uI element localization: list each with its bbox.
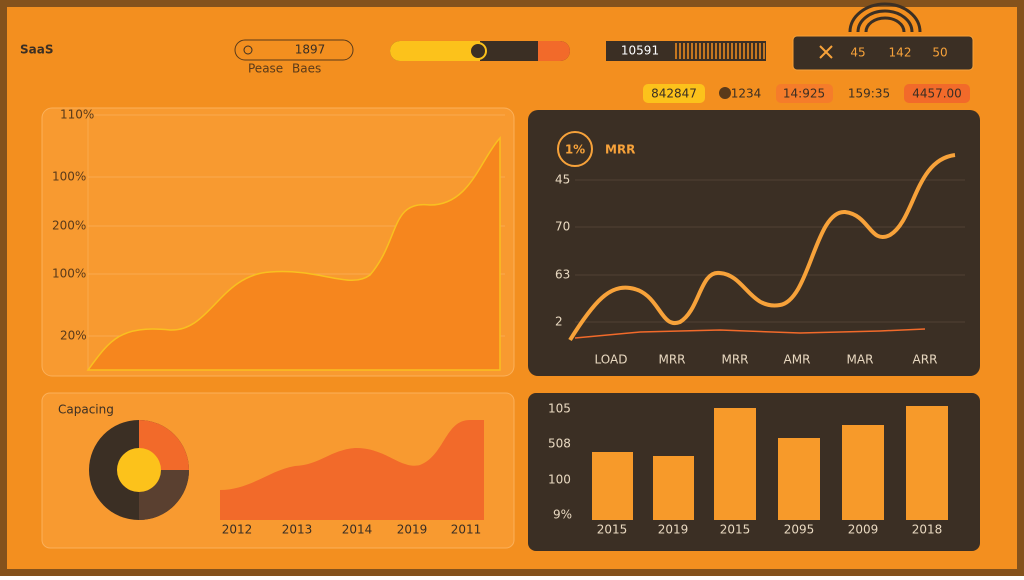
chip-label: 4457.00: [912, 87, 962, 101]
x-labels: 2015 2019 2015 2095 2009 2018: [597, 523, 943, 537]
x-label: 2011: [451, 523, 482, 537]
x-label: 2013: [282, 523, 313, 537]
x-label: 2015: [597, 523, 628, 537]
y-label: 105: [548, 402, 571, 416]
x-label: LOAD: [595, 353, 628, 367]
y-label: 9%: [553, 508, 572, 522]
stat: 142: [889, 46, 912, 60]
capacity-area: [220, 420, 484, 520]
stat: 50: [932, 46, 947, 60]
x-label: MRR: [658, 353, 685, 367]
chip-label: 159:35: [848, 87, 890, 101]
counter-box: [606, 41, 766, 61]
panel-title: MRR: [605, 143, 635, 157]
x-label: 2019: [397, 523, 428, 537]
x-label: 2015: [720, 523, 751, 537]
pill-value: 1897: [295, 43, 326, 57]
counter-value: 10591: [621, 44, 659, 58]
chip-dot: [719, 87, 731, 99]
chip[interactable]: [904, 84, 970, 103]
counter-stripes: [675, 43, 765, 59]
stats-box: [792, 35, 974, 71]
y-label: 100: [548, 473, 571, 487]
badge-text: 1%: [565, 143, 585, 157]
pill[interactable]: [234, 39, 354, 61]
chip-label: 14:925: [783, 87, 825, 101]
y-label: 100%: [52, 267, 86, 281]
chip-label: 1234: [731, 87, 762, 101]
chip[interactable]: [643, 84, 705, 103]
app-title: SaaS: [20, 43, 53, 57]
y-label: 20%: [60, 329, 87, 343]
x-label: 2095: [784, 523, 815, 537]
x-label: 2014: [342, 523, 373, 537]
mrr-panel: [528, 110, 980, 376]
x-labels: LOAD MRR MRR AMR MAR ARR: [595, 353, 938, 367]
x-label: 2018: [912, 523, 943, 537]
donut-center: [117, 448, 161, 492]
growth-area: [86, 136, 501, 371]
x-label: MRR: [721, 353, 748, 367]
progress-fill: [390, 41, 480, 61]
y-label: 100%: [52, 170, 86, 184]
x-label: ARR: [913, 353, 938, 367]
y-label: 200%: [52, 219, 86, 233]
progress-knob[interactable]: [469, 42, 487, 60]
x-labels: 2012 2013 2014 2019 2011: [222, 523, 482, 537]
mrr-line: [568, 153, 956, 342]
grid: [575, 179, 965, 323]
y-label: 2: [555, 315, 563, 329]
chip[interactable]: [776, 84, 833, 103]
x-label: 2012: [222, 523, 253, 537]
y-label: 63: [555, 268, 570, 282]
y-label: 110%: [60, 108, 94, 122]
bars: [592, 406, 948, 520]
y-label: 508: [548, 437, 571, 451]
x-label: 2009: [848, 523, 879, 537]
stat: 45: [850, 46, 865, 60]
mrr-baseline: [574, 328, 926, 339]
x-label: 2019: [658, 523, 689, 537]
y-label: 45: [555, 173, 570, 187]
pill-caption: Baes: [292, 62, 321, 76]
arcs-icon: [848, 2, 922, 33]
progress-end: [538, 41, 570, 61]
pill-icon: [243, 45, 253, 55]
close-icon[interactable]: [819, 45, 833, 59]
chip-label: 842847: [651, 87, 697, 101]
x-label: MAR: [847, 353, 874, 367]
badge: [557, 131, 593, 167]
pill-caption: Pease: [248, 62, 283, 76]
y-label: 70: [555, 220, 570, 234]
x-label: AMR: [784, 353, 811, 367]
panel-title: Capacing: [58, 403, 114, 417]
